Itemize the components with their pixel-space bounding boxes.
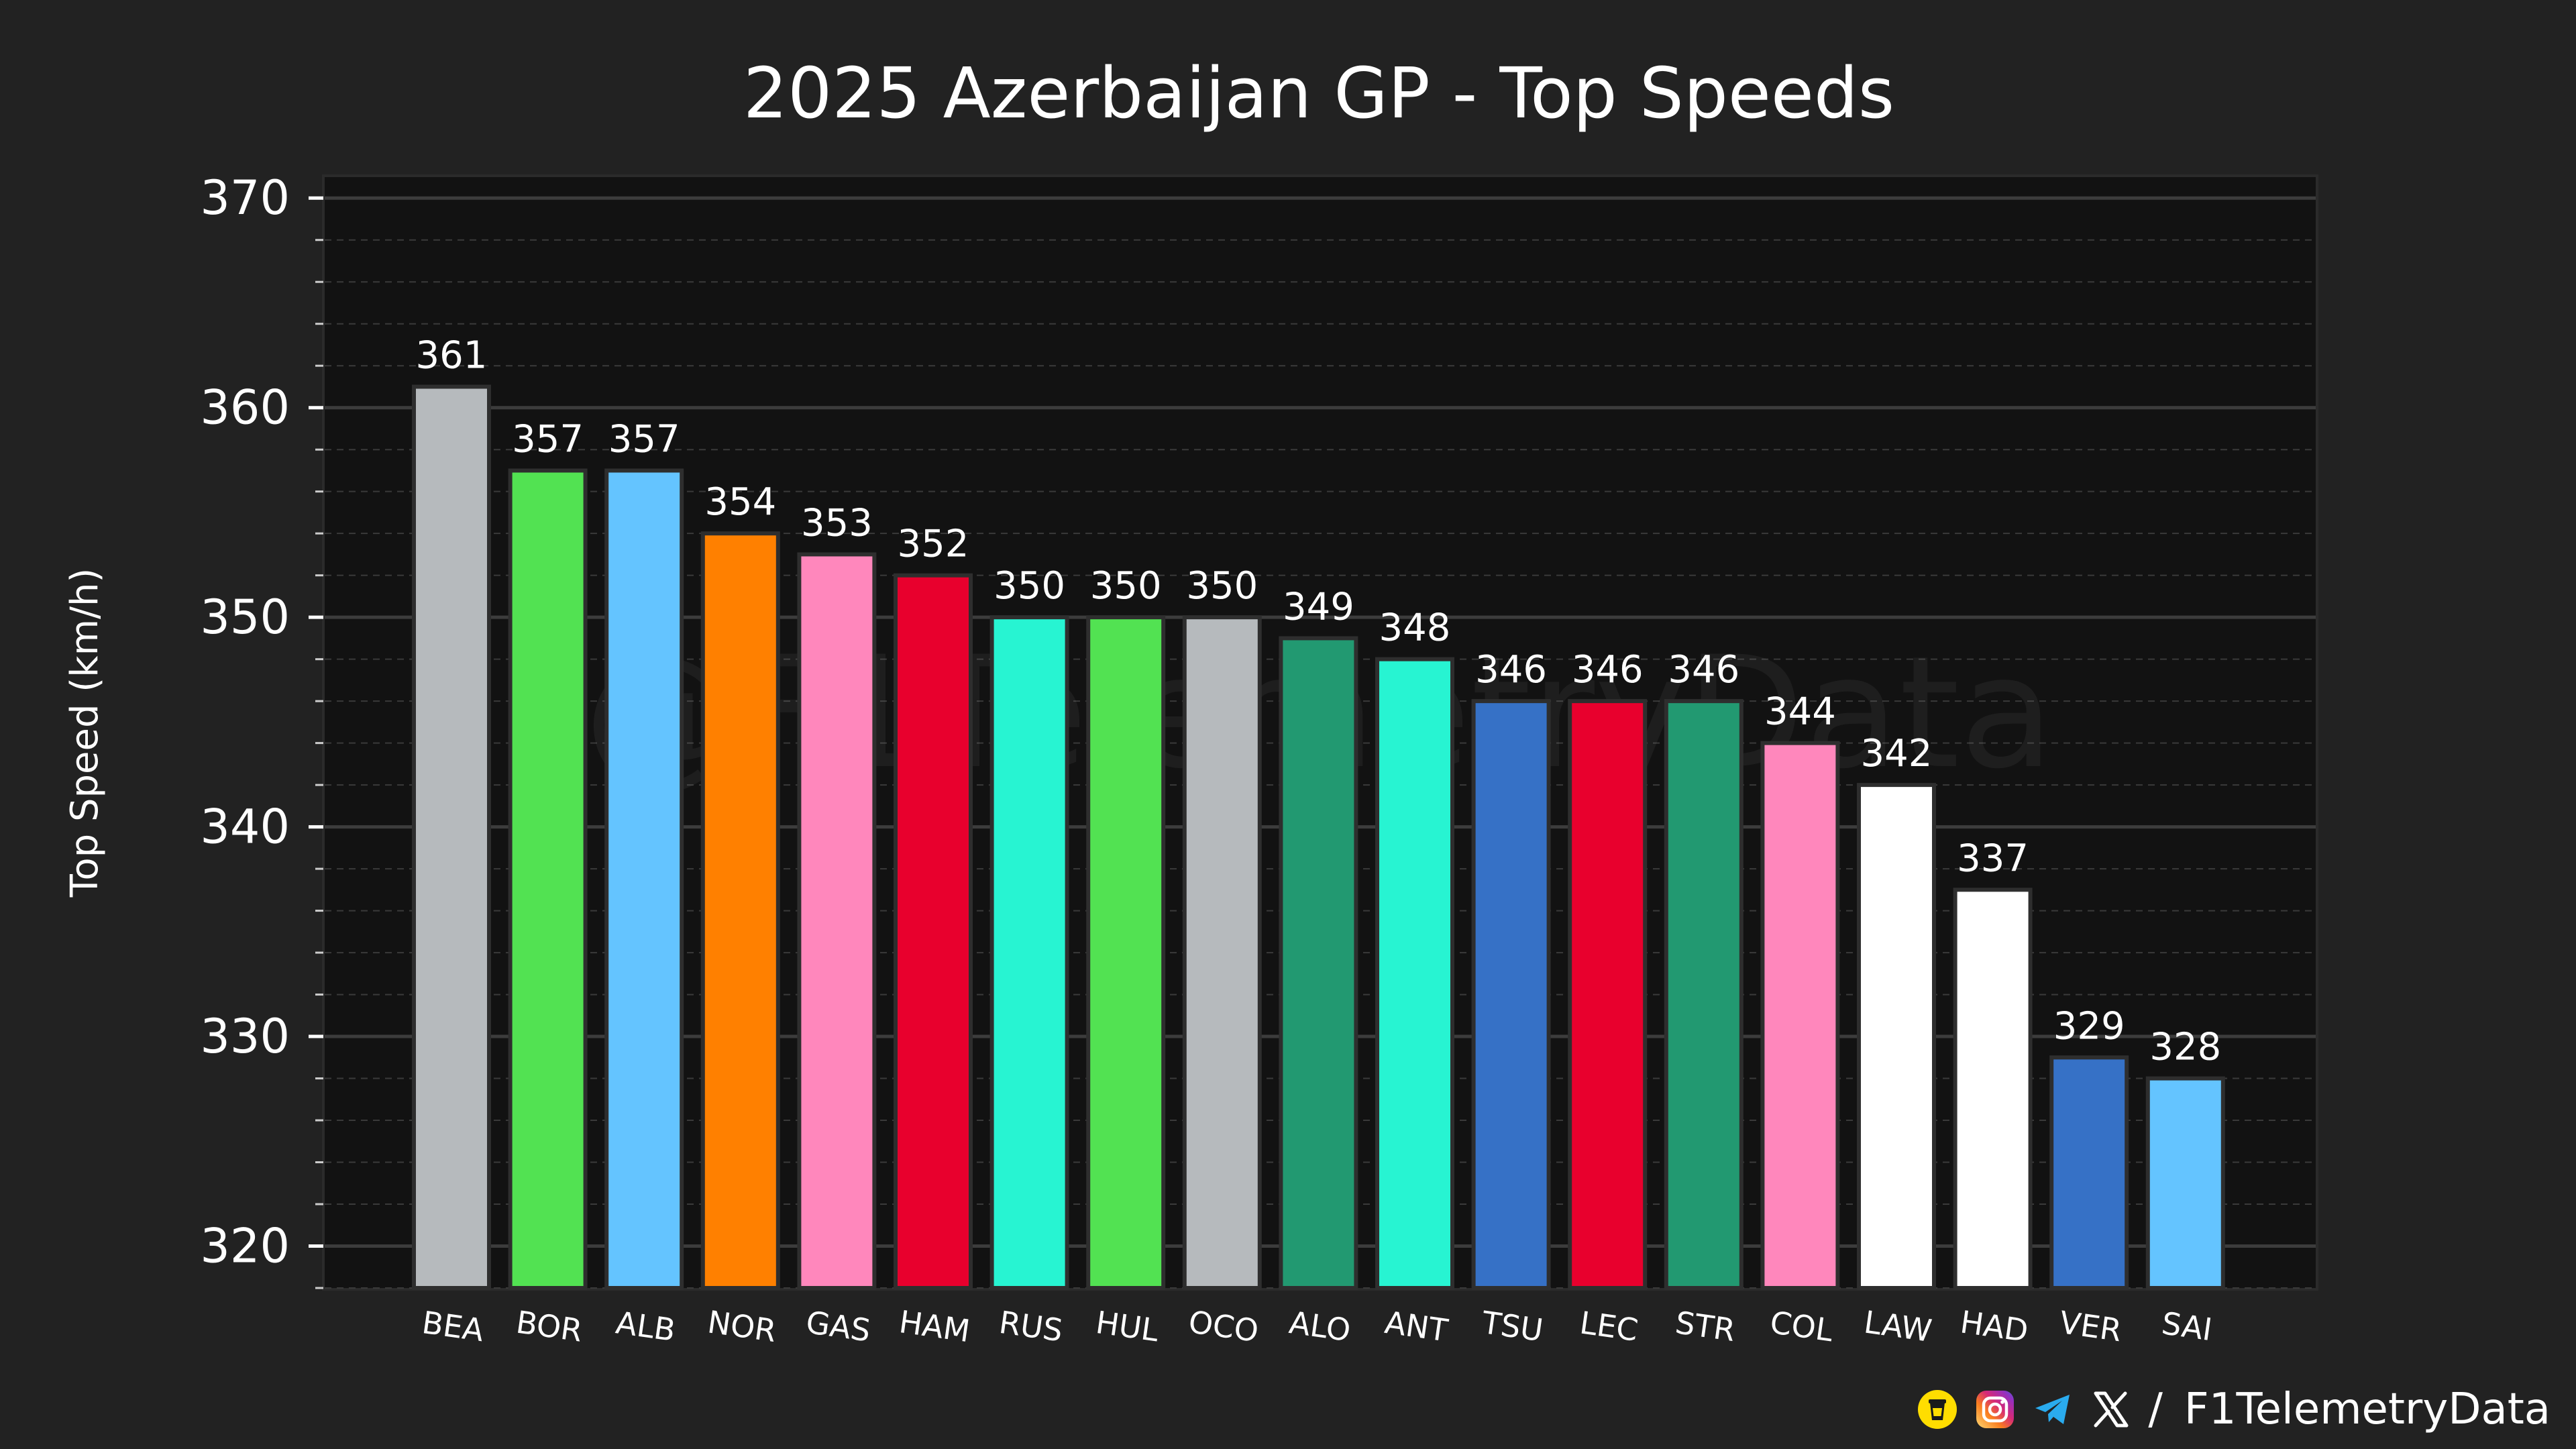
bar-value-label: 357: [608, 417, 680, 461]
y-tick-label: 320: [200, 1219, 290, 1274]
bar-nor: [700, 531, 780, 1290]
y-axis: 320 330 340 350 360 370: [200, 170, 323, 1289]
bar-lec: [1568, 699, 1648, 1290]
bar-value-label: 349: [1283, 585, 1354, 629]
bar-value-label: 350: [994, 564, 1065, 608]
footer-social: / F1TelemetryData: [1917, 1385, 2551, 1434]
bar-oco: [1182, 615, 1262, 1290]
bar-str: [1664, 699, 1743, 1290]
bar-had: [1953, 888, 2033, 1290]
bar-tsu: [1471, 699, 1551, 1290]
bar-value-label: 346: [1475, 648, 1547, 692]
y-tick-label: 330: [200, 1009, 290, 1064]
y-tick-label: 360: [200, 380, 290, 435]
bar-value-label: 350: [1186, 564, 1258, 608]
bar-value-label: 357: [512, 417, 584, 461]
bar-bea: [412, 384, 491, 1290]
bar-value-label: 344: [1764, 690, 1836, 734]
bar-value-label: 346: [1572, 648, 1644, 692]
y-tick-label: 370: [200, 170, 290, 225]
y-tick-label: 350: [200, 590, 290, 645]
bar-hul: [1086, 615, 1166, 1290]
bar-bor: [508, 468, 588, 1290]
bars: [412, 384, 2225, 1291]
bar-value-label: 352: [898, 523, 969, 566]
x-logo-icon[interactable]: [2090, 1389, 2131, 1430]
chart-title: 2025 Azerbaijan GP - Top Speeds: [743, 52, 1894, 134]
x-tick-label: STR: [1673, 1304, 1737, 1348]
data-labels: 361 357 357 354 353 352 350 350 350 349 348 346 346 3…: [416, 333, 2222, 1069]
x-axis: BEA BOR ALB NOR GAS HAM RUS HUL OCO ALO ANT TSU LEC S…: [420, 1303, 2214, 1349]
bar-sai: [2145, 1076, 2225, 1290]
instagram-icon[interactable]: [1975, 1389, 2015, 1430]
bar-alb: [604, 468, 684, 1290]
x-tick-label: RUS: [997, 1304, 1065, 1349]
bar-ver: [2049, 1055, 2129, 1290]
x-tick-label: COL: [1768, 1304, 1835, 1349]
bar-alo: [1279, 636, 1358, 1290]
bar-value-label: 342: [1861, 732, 1933, 775]
x-tick-label: SAI: [2159, 1305, 2214, 1348]
x-tick-label: GAS: [804, 1304, 873, 1349]
bar-law: [1857, 783, 1936, 1290]
bar-value-label: 348: [1379, 606, 1451, 650]
bar-gas: [797, 552, 877, 1291]
x-tick-label: LEC: [1578, 1304, 1640, 1348]
bar-value-label: 361: [416, 333, 488, 377]
x-tick-label: ANT: [1383, 1304, 1450, 1349]
x-tick-label: VER: [2057, 1304, 2124, 1348]
bar-value-label: 328: [2149, 1026, 2221, 1069]
bar-col: [1760, 741, 1840, 1291]
x-tick-label: ALB: [614, 1304, 678, 1348]
bar-value-label: 353: [801, 501, 873, 545]
telegram-icon[interactable]: [2033, 1389, 2073, 1430]
bar-ant: [1375, 657, 1454, 1290]
x-tick-label: ALO: [1287, 1304, 1352, 1348]
x-tick-label: TSU: [1479, 1304, 1546, 1348]
bar-value-label: 346: [1668, 648, 1739, 692]
bar-rus: [989, 615, 1069, 1290]
x-tick-label: HUL: [1093, 1304, 1161, 1349]
x-tick-label: BEA: [420, 1304, 486, 1348]
y-axis-label: Top Speed (km/h): [63, 568, 107, 898]
footer-handle[interactable]: F1TelemetryData: [2184, 1385, 2551, 1434]
footer-separator: /: [2148, 1385, 2163, 1434]
bar-value-label: 350: [1090, 564, 1162, 608]
bar-value-label: 337: [1957, 837, 2029, 880]
bar-value-label: 354: [704, 480, 776, 524]
y-tick-label: 340: [200, 800, 290, 855]
bar-value-label: 329: [2053, 1004, 2125, 1048]
bar-ham: [894, 573, 973, 1290]
coffee-cup-icon[interactable]: [1917, 1389, 1957, 1430]
